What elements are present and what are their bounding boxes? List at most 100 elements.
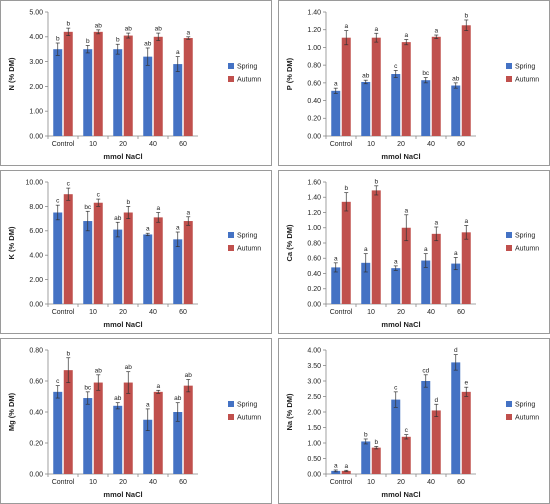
significance-letter: a — [176, 225, 180, 232]
chart-panel-n: 0.00 1.00 2.00 3.00 4.00 5.00 N (% DM) Control b… — [0, 0, 272, 166]
bar-spring — [421, 381, 431, 474]
y-tick-label: 0.80 — [29, 347, 43, 354]
bar-autumn — [153, 391, 163, 474]
y-axis-title: Ca (% DM) — [285, 224, 294, 262]
y-tick-label: 0.40 — [29, 409, 43, 416]
significance-letter: ab — [362, 73, 370, 80]
legend-label-spring: Spring — [515, 64, 535, 71]
bar-autumn — [341, 37, 351, 136]
bar-spring — [53, 391, 63, 474]
significance-letter: a — [334, 462, 338, 469]
bar-spring — [143, 234, 153, 304]
significance-letter: b — [344, 185, 348, 192]
chart-panel-mg: 0.00 0.20 0.40 0.60 0.80 Mg (% DM) Control c b 10… — [0, 338, 272, 504]
legend-swatch-autumn — [228, 414, 234, 420]
significance-letter: a — [186, 209, 190, 216]
chart-frame — [0, 338, 272, 504]
y-tick-label: 1.00 — [307, 225, 321, 232]
significance-letter: a — [156, 383, 160, 390]
significance-letter: cd — [422, 367, 429, 374]
legend-swatch-spring — [228, 63, 234, 69]
chart-ca: 0.00 0.20 0.40 0.60 0.80 1.00 1.20 1.40 1.60 Ca (… — [278, 170, 550, 334]
bar-autumn — [461, 25, 471, 137]
chart-frame — [278, 338, 550, 504]
y-tick-label: 3.50 — [307, 363, 321, 370]
y-tick-label: 10.00 — [25, 179, 43, 186]
y-tick-label: 2.00 — [29, 84, 43, 91]
significance-letter: ab — [95, 22, 103, 29]
significance-letter: a — [374, 26, 378, 33]
y-tick-label: 8.00 — [29, 204, 43, 211]
significance-letter: ab — [174, 395, 182, 402]
x-axis-title: mmol NaCl — [381, 320, 420, 329]
bar-autumn — [401, 436, 411, 474]
y-tick-label: 0.50 — [307, 456, 321, 463]
significance-letter: a — [404, 207, 408, 214]
legend-swatch-autumn — [228, 76, 234, 82]
y-tick-label: 1.20 — [307, 210, 321, 217]
bar-autumn — [123, 212, 133, 304]
chart-n: 0.00 1.00 2.00 3.00 4.00 5.00 N (% DM) Control b… — [0, 0, 272, 166]
legend-label-spring: Spring — [515, 233, 535, 240]
y-tick-label: 0.00 — [307, 471, 321, 478]
y-tick-label: 4.00 — [29, 253, 43, 260]
legend-swatch-spring — [506, 401, 512, 407]
chart-panel-k: 0.00 2.00 4.00 6.00 8.00 10.00 K (% DM) Control… — [0, 170, 272, 334]
significance-letter: b — [56, 36, 60, 43]
y-tick-label: 2.50 — [307, 394, 321, 401]
significance-letter: ab — [452, 75, 460, 82]
x-tick-label: 40 — [149, 141, 157, 148]
bar-spring — [53, 49, 63, 137]
legend-label-autumn: Autumn — [237, 77, 261, 84]
x-tick-label: 10 — [89, 141, 97, 148]
bar-spring — [113, 49, 123, 137]
bar-autumn — [341, 470, 351, 474]
significance-letter: b — [374, 439, 378, 446]
chart-frame — [0, 170, 272, 334]
x-tick-label: 20 — [119, 141, 127, 148]
x-axis-title: mmol NaCl — [381, 152, 420, 161]
bar-spring — [331, 267, 341, 304]
y-tick-label: 6.00 — [29, 228, 43, 235]
y-tick-label: 1.20 — [307, 27, 321, 34]
significance-letter: a — [424, 246, 428, 253]
y-tick-label: 1.50 — [307, 425, 321, 432]
legend-label-spring: Spring — [515, 402, 535, 409]
significance-letter: c — [394, 384, 398, 391]
x-tick-label: Control — [330, 141, 353, 148]
bar-spring — [143, 419, 153, 474]
significance-letter: a — [404, 32, 408, 39]
y-tick-label: 2.00 — [29, 277, 43, 284]
significance-letter: ab — [114, 215, 122, 222]
y-tick-label: 1.40 — [307, 195, 321, 202]
bar-spring — [53, 212, 63, 304]
y-tick-label: 3.00 — [29, 59, 43, 66]
bar-spring — [421, 80, 431, 136]
y-tick-label: 0.80 — [307, 240, 321, 247]
bar-autumn — [93, 31, 103, 137]
y-tick-label: 1.00 — [29, 109, 43, 116]
bar-autumn — [123, 382, 133, 474]
x-tick-label: 60 — [457, 479, 465, 486]
y-axis-title: Na (% DM) — [285, 393, 294, 431]
significance-letter: c — [67, 181, 71, 188]
y-tick-label: 0.60 — [307, 256, 321, 263]
legend-swatch-spring — [506, 63, 512, 69]
legend-swatch-autumn — [506, 245, 512, 251]
legend-swatch-autumn — [506, 76, 512, 82]
significance-letter: a — [176, 49, 180, 56]
significance-letter: a — [434, 219, 438, 226]
bar-spring — [391, 399, 401, 474]
bar-autumn — [183, 38, 193, 136]
bar-autumn — [183, 221, 193, 304]
bar-spring — [113, 229, 123, 304]
bar-autumn — [401, 42, 411, 136]
significance-letter: bc — [84, 204, 92, 211]
y-tick-label: 0.20 — [307, 286, 321, 293]
significance-letter: a — [334, 255, 338, 262]
significance-letter: ab — [114, 395, 122, 402]
x-tick-label: 40 — [427, 309, 435, 316]
legend-swatch-spring — [228, 401, 234, 407]
bar-autumn — [63, 31, 73, 137]
x-tick-label: 40 — [427, 479, 435, 486]
